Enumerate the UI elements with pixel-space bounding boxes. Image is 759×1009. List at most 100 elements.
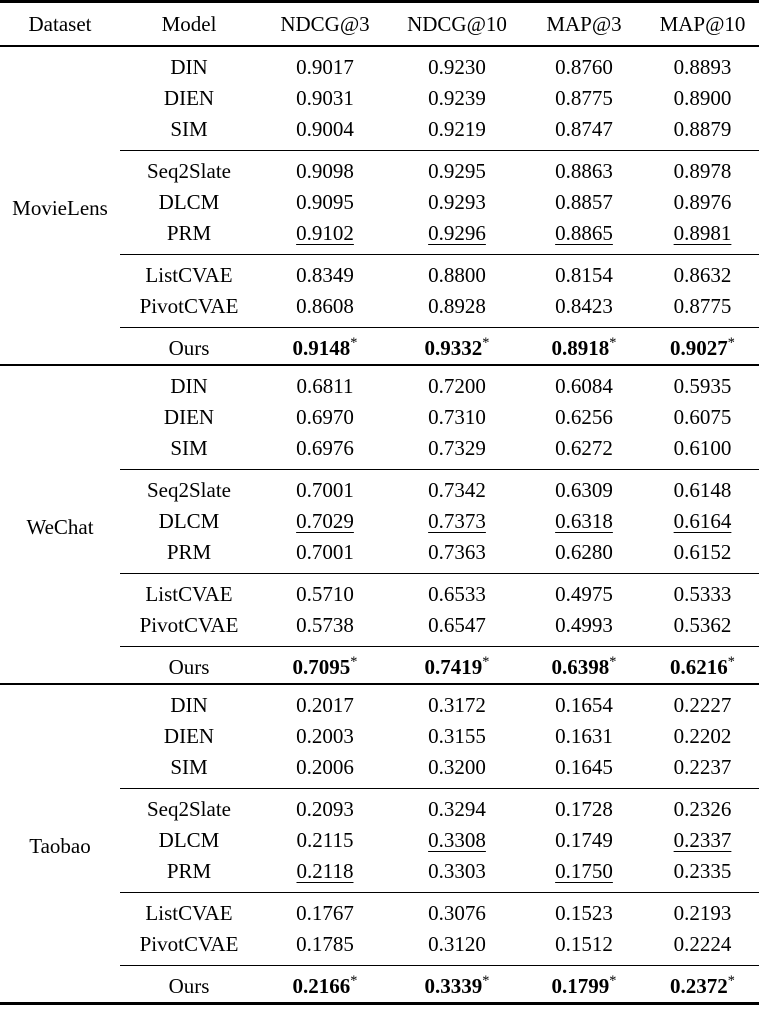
metric-value: 0.6309: [522, 470, 646, 507]
value-text: 0.8857: [555, 190, 613, 214]
best-baseline-value: 0.9296: [428, 221, 486, 245]
value-text: 0.8423: [555, 294, 613, 318]
table-row: Ours 0.7095* 0.7419* 0.6398* 0.6216*: [0, 647, 759, 685]
metric-value: 0.9102: [258, 218, 392, 255]
metric-value: 0.9148*: [258, 328, 392, 366]
metric-value: 0.5738: [258, 610, 392, 647]
model-label: SIM: [120, 433, 258, 470]
metric-value: 0.7001: [258, 537, 392, 574]
value-text: 0.2237: [673, 755, 732, 779]
metric-value: 0.3155: [392, 721, 522, 752]
metric-value: 0.2006: [258, 752, 392, 789]
metric-value: 0.2115: [258, 825, 392, 856]
model-label: ListCVAE: [145, 582, 233, 606]
metric-value: 0.9095: [258, 187, 392, 218]
value-text: 0.6398: [551, 655, 610, 679]
metric-value: 0.9296: [392, 218, 522, 255]
model-label: DIEN: [163, 86, 215, 110]
table-row: DLCM 0.7029 0.7373 0.6318 0.6164: [0, 506, 759, 537]
value-text: 0.8775: [673, 294, 732, 318]
value-text: 0.6084: [555, 374, 613, 398]
value-text: 0.9293: [428, 190, 486, 214]
metric-value: 0.3172: [392, 684, 522, 721]
model-label: DLCM: [158, 190, 220, 214]
significance-star: *: [482, 335, 490, 351]
metric-value: 0.1767: [258, 893, 392, 930]
metric-value: 0.8981: [646, 218, 759, 255]
best-baseline-value: 0.9102: [296, 221, 354, 245]
metric-value: 0.1631: [522, 721, 646, 752]
value-text: 0.1728: [555, 797, 613, 821]
table-row: DIEN 0.6970 0.7310 0.6256 0.6075: [0, 402, 759, 433]
value-text: 0.2115: [296, 828, 354, 852]
value-text: 0.5935: [673, 374, 732, 398]
metric-value: 0.7342: [392, 470, 522, 507]
metric-value: 0.1749: [522, 825, 646, 856]
best-baseline-value: 0.2337: [673, 828, 732, 852]
metric-value: 0.6256: [522, 402, 646, 433]
metric-value: 0.1785: [258, 929, 392, 966]
value-text: 0.1767: [296, 901, 354, 925]
table-row: ListCVAE 0.8349 0.8800 0.8154 0.8632: [0, 255, 759, 292]
value-text: 0.1654: [555, 693, 613, 717]
best-baseline-value: 0.8865: [555, 221, 613, 245]
model-label: PivotCVAE: [120, 610, 258, 647]
value-text: 0.9031: [296, 86, 354, 110]
metric-value: 0.8760: [522, 46, 646, 83]
metric-value: 0.8423: [522, 291, 646, 328]
value-text: 0.2227: [673, 693, 732, 717]
value-text: 0.5710: [296, 582, 354, 606]
metric-value: 0.8976: [646, 187, 759, 218]
dataset-label: Taobao: [29, 833, 91, 858]
model-label: Ours: [168, 336, 210, 360]
metric-value: 0.8349: [258, 255, 392, 292]
value-text: 0.1512: [555, 932, 613, 956]
value-text: 0.9239: [428, 86, 486, 110]
table-row: Seq2Slate 0.9098 0.9295 0.8863 0.8978: [0, 151, 759, 188]
value-text: 0.8154: [555, 263, 613, 287]
col-header-ndcg3: NDCG@3: [258, 1, 392, 47]
significance-star: *: [609, 654, 617, 670]
value-text: 0.6976: [296, 436, 354, 460]
table-row: PRM 0.9102 0.9296 0.8865 0.8981: [0, 218, 759, 255]
col-header-map10: MAP@10: [646, 1, 759, 47]
value-text: 0.7001: [296, 540, 354, 564]
significance-star: *: [482, 973, 490, 989]
value-text: 0.1749: [555, 828, 613, 852]
model-label: SIM: [120, 752, 258, 789]
metric-value: 0.4993: [522, 610, 646, 647]
value-text: 0.9095: [296, 190, 354, 214]
value-text: 0.6148: [673, 478, 732, 502]
metric-value: 0.3076: [392, 893, 522, 930]
value-text: 0.7200: [428, 374, 486, 398]
metric-value: 0.1654: [522, 684, 646, 721]
value-text: 0.8760: [555, 55, 613, 79]
table-row: Seq2Slate 0.2093 0.3294 0.1728 0.2326: [0, 789, 759, 826]
value-text: 0.2335: [673, 859, 732, 883]
significance-star: *: [609, 973, 617, 989]
metric-value: 0.5362: [646, 610, 759, 647]
value-text: 0.2003: [296, 724, 354, 748]
metric-value: 0.2017: [258, 684, 392, 721]
value-text: 0.9004: [296, 117, 354, 141]
metric-value: 0.7029: [258, 506, 392, 537]
value-text: 0.4993: [555, 613, 613, 637]
significance-star: *: [727, 973, 735, 989]
dataset-label: MovieLens: [12, 195, 108, 220]
metric-value: 0.9017: [258, 46, 392, 83]
col-header-ndcg10: NDCG@10: [392, 1, 522, 47]
metric-value: 0.7200: [392, 365, 522, 402]
table-row: Ours 0.9148* 0.9332* 0.8918* 0.9027*: [0, 328, 759, 366]
model-label: PivotCVAE: [120, 291, 258, 328]
metric-value: 0.4975: [522, 574, 646, 611]
table-row: MovieLens DIN 0.9017 0.9230 0.8760 0.8893: [0, 46, 759, 220]
value-text: 0.9027: [670, 336, 728, 360]
metric-value: 0.6398*: [522, 647, 646, 685]
value-text: 0.3294: [428, 797, 486, 821]
model-label: Seq2Slate: [147, 478, 231, 502]
metric-value: 0.8857: [522, 187, 646, 218]
value-text: 0.8893: [673, 55, 732, 79]
value-text: 0.7310: [428, 405, 486, 429]
metric-value: 0.3308: [392, 825, 522, 856]
value-text: 0.3155: [428, 724, 486, 748]
